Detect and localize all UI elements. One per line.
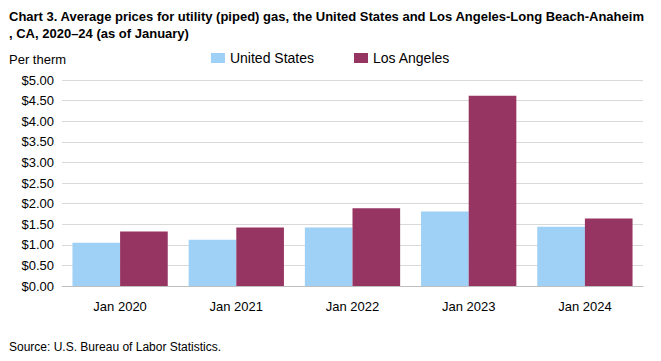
svg-text:Source: U.S. Bureau of Labor S: Source: U.S. Bureau of Labor Statistics. (9, 340, 221, 354)
svg-text:Jan 2021: Jan 2021 (210, 299, 263, 314)
svg-text:United States: United States (230, 50, 314, 66)
svg-text:$3.00: $3.00 (21, 155, 54, 170)
svg-text:Jan 2020: Jan 2020 (93, 299, 147, 314)
svg-text:Chart 3. Average prices for ut: Chart 3. Average prices for utility (pip… (9, 9, 644, 24)
svg-text:$5.00: $5.00 (21, 73, 54, 88)
svg-text:$4.00: $4.00 (21, 114, 54, 129)
svg-text:Jan 2022: Jan 2022 (326, 299, 380, 314)
svg-text:, CA, 2020–24 (as of January): , CA, 2020–24 (as of January) (9, 26, 189, 41)
svg-text:$2.00: $2.00 (21, 196, 54, 211)
svg-text:$4.50: $4.50 (21, 93, 54, 108)
svg-text:$0.50: $0.50 (21, 258, 54, 273)
svg-text:Jan 2023: Jan 2023 (442, 299, 496, 314)
svg-text:$2.50: $2.50 (21, 176, 54, 191)
svg-text:Per therm: Per therm (9, 52, 66, 67)
svg-text:Jan 2024: Jan 2024 (558, 299, 612, 314)
svg-text:Los Angeles: Los Angeles (373, 50, 449, 66)
svg-text:$1.50: $1.50 (21, 217, 54, 232)
svg-text:$3.50: $3.50 (21, 134, 54, 149)
svg-text:$1.00: $1.00 (21, 237, 54, 252)
svg-text:$0.00: $0.00 (21, 279, 54, 294)
